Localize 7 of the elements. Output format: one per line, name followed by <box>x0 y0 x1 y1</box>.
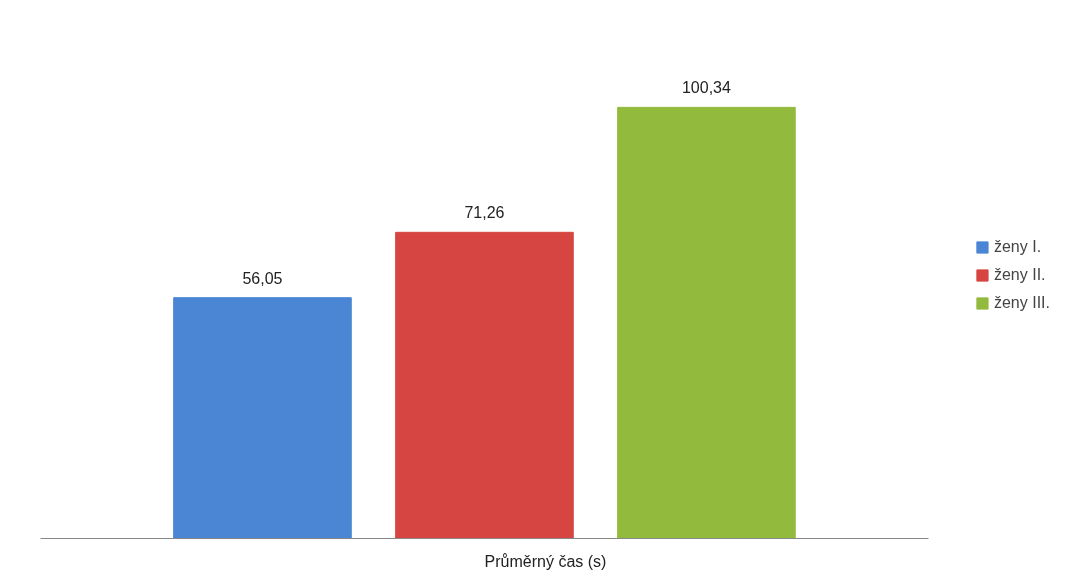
legend-label: ženy I. <box>993 238 1042 256</box>
legend-label: ženy II. <box>993 266 1046 284</box>
x-axis-title: Průměrný čas (s) <box>484 552 607 570</box>
data-label: 71,26 <box>464 204 505 222</box>
legend-label: ženy III. <box>993 294 1050 312</box>
data-label: 56,05 <box>242 269 283 287</box>
data-label: 100,34 <box>681 79 731 97</box>
